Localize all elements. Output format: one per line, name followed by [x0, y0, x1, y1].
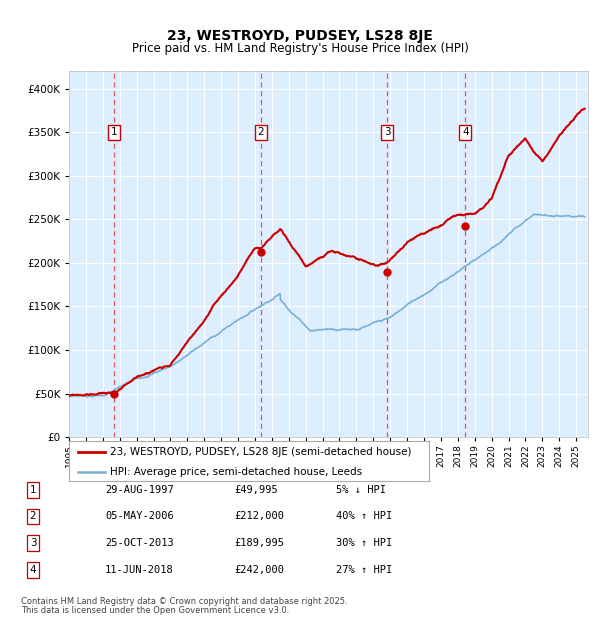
Text: £242,000: £242,000 [234, 565, 284, 575]
Text: 27% ↑ HPI: 27% ↑ HPI [336, 565, 392, 575]
Text: 2: 2 [257, 127, 264, 137]
Text: 3: 3 [29, 538, 37, 548]
Text: 25-OCT-2013: 25-OCT-2013 [105, 538, 174, 548]
Text: 4: 4 [29, 565, 37, 575]
Text: Contains HM Land Registry data © Crown copyright and database right 2025.: Contains HM Land Registry data © Crown c… [21, 597, 347, 606]
Text: 5% ↓ HPI: 5% ↓ HPI [336, 485, 386, 495]
Text: 05-MAY-2006: 05-MAY-2006 [105, 512, 174, 521]
Text: 2: 2 [29, 512, 37, 521]
Text: 1: 1 [29, 485, 37, 495]
Text: £49,995: £49,995 [234, 485, 278, 495]
Text: 4: 4 [462, 127, 469, 137]
Text: 23, WESTROYD, PUDSEY, LS28 8JE: 23, WESTROYD, PUDSEY, LS28 8JE [167, 29, 433, 43]
Text: £189,995: £189,995 [234, 538, 284, 548]
Text: 11-JUN-2018: 11-JUN-2018 [105, 565, 174, 575]
Text: 40% ↑ HPI: 40% ↑ HPI [336, 512, 392, 521]
Text: HPI: Average price, semi-detached house, Leeds: HPI: Average price, semi-detached house,… [110, 467, 362, 477]
Text: £212,000: £212,000 [234, 512, 284, 521]
Text: 30% ↑ HPI: 30% ↑ HPI [336, 538, 392, 548]
Text: 29-AUG-1997: 29-AUG-1997 [105, 485, 174, 495]
Text: 3: 3 [384, 127, 391, 137]
Text: This data is licensed under the Open Government Licence v3.0.: This data is licensed under the Open Gov… [21, 606, 289, 614]
Text: 23, WESTROYD, PUDSEY, LS28 8JE (semi-detached house): 23, WESTROYD, PUDSEY, LS28 8JE (semi-det… [110, 447, 412, 457]
Text: Price paid vs. HM Land Registry's House Price Index (HPI): Price paid vs. HM Land Registry's House … [131, 42, 469, 55]
Text: 1: 1 [110, 127, 117, 137]
